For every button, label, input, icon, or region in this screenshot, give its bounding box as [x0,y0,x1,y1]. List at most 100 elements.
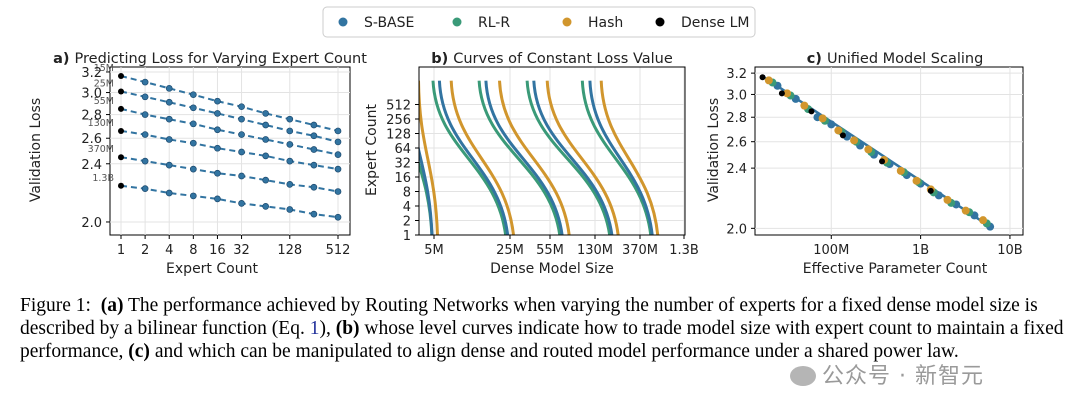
legend-marker-s-base [338,17,348,27]
panel-b-curve-rl-r [580,80,653,235]
panel-a-point [286,115,294,123]
panel-a-dense-point [118,88,124,95]
panel-b-ytick-label: 4 [403,200,411,215]
panel-a-point [262,176,270,184]
panel-a-point [214,144,221,152]
panel-c-point-hash [864,145,873,154]
panel-c-point-s-base [827,120,836,129]
panel-b-curve-hash [449,80,515,235]
panel-a-xlabel: Expert Count [166,261,258,277]
legend-label-dense-lm: Dense LM [681,15,750,31]
panel-c-ylabel: Validation Loss [706,98,722,202]
caption-c-text: and which can be manipulated to align de… [149,341,959,362]
panel-a-point [165,84,173,92]
panel-a-point [310,210,318,218]
panel-a-dense-point [118,72,124,79]
panel-a-series-label: 370M [88,144,114,155]
panel-b-curve-s-base [437,80,510,235]
panel-a-point [310,183,318,191]
legend: S-BASE RL-R Hash Dense LM [322,6,756,38]
panel-a-point [189,104,197,112]
panel-c-title: c) Unified Model Scaling [807,51,984,67]
wechat-logo-icon [790,366,816,386]
panel-a-point [189,139,197,147]
panel-c-xtick-label: 1B [912,243,929,258]
panel-a-point [141,93,149,101]
panel-a-xtick-label: 1 [117,243,125,258]
panel-a-dense-point [118,182,124,189]
panel-a-point [262,203,270,210]
panel-b-curve-s-base [532,80,614,235]
panel-a-point [238,172,245,180]
caption-after-ref: ), [319,318,336,339]
panel-a-fit-line-1.3B [120,184,339,219]
panel-b-title: b) Curves of Constant Loss Value [431,51,673,67]
figure-1: S-BASE RL-R Hash Dense LM a) Predicting Loss… [28,6,1024,277]
panel-a-series-label: 1.3B [92,173,114,184]
panel-c-point-hash [896,166,905,175]
panel-c-xtick-label: 100M [813,243,849,258]
panel-a-ytick-label: 2.8 [81,109,102,124]
panel-b-xtick-label: 130M [577,243,613,258]
panel-a-xtick-label: 8 [189,243,197,258]
panel-b-ytick-label: 128 [386,128,411,143]
panel-c-point-hash [800,101,809,110]
legend-label-hash: Hash [588,15,623,31]
panel-c-point-dense-lm [759,74,766,81]
panel-a-series-label: 130M [88,118,114,129]
panel-a-xtick-label: 2 [141,243,149,258]
panel-b-ytick-label: 32 [394,157,411,172]
panel-b-curve-rl-r [431,80,508,235]
panel-a-point [334,138,342,146]
panel-a-point [214,195,221,203]
panel-c-point-dense-lm [879,158,886,165]
panel-a-point [286,157,294,165]
legend-marker-dense-lm [655,17,665,27]
legend-label-s-base: S-BASE [364,15,414,31]
panel-a-point [189,165,197,173]
panel-c-point-dense-lm [839,132,846,139]
panel-b: b) Curves of Constant Loss Value 5M 25M 55M… [364,51,699,277]
panel-a-point [310,161,318,169]
panel-a-series-label: 15M [94,63,114,74]
panel-a-point [334,127,342,135]
panel-c: c) Unified Model Scaling 100M 1B 10B 2.0 2.4 2… [706,51,1024,277]
panel-b-curve-rl-r [525,80,612,235]
panel-a-series-label: 55M [94,96,114,107]
panel-a: a) Predicting Loss for Varying Expert Cou… [28,51,367,277]
panel-a-point [141,157,149,165]
panel-a-plot-area [109,66,351,236]
panel-a-point [262,110,270,117]
panel-a-fit-line-370M [120,156,339,193]
panel-a-point [310,132,318,140]
panel-a-point [214,169,221,177]
panel-a-point [262,136,270,143]
panel-b-curve-s-base [419,144,434,235]
caption-c-tag: (c) [128,341,150,362]
panel-a-ytick-label: 2.0 [81,216,102,231]
equation-link[interactable]: 1 [309,318,320,339]
panel-a-ylabel: Validation Loss [28,98,44,202]
panel-a-point [286,141,294,148]
legend-frame [322,6,756,38]
panel-a-point [214,110,221,117]
panel-a-dense-point [118,154,124,161]
panel-b-xlabel: Dense Model Size [490,261,614,277]
panel-c-ytick-label: 2.6 [726,136,747,151]
panel-a-point [238,148,245,156]
panel-c-xlabel: Effective Parameter Count [803,261,988,277]
panel-a-point [286,206,294,213]
panel-a-point [165,161,173,169]
caption-a-text: The performance achieved by Routing Netw… [20,295,1038,339]
panel-a-point [334,213,342,221]
panel-b-curve-s-base [484,80,564,235]
caption-a-tag: (a) [100,295,124,316]
panel-c-ytick-label: 3.2 [726,67,747,82]
panel-b-ytick-label: 256 [386,113,411,128]
panel-a-point [286,181,294,188]
panel-a-xtick-label: 16 [209,243,226,258]
panel-a-point [238,131,245,138]
panel-a-point [189,192,197,200]
panel-a-point [238,115,245,123]
panel-a-point [141,111,149,118]
